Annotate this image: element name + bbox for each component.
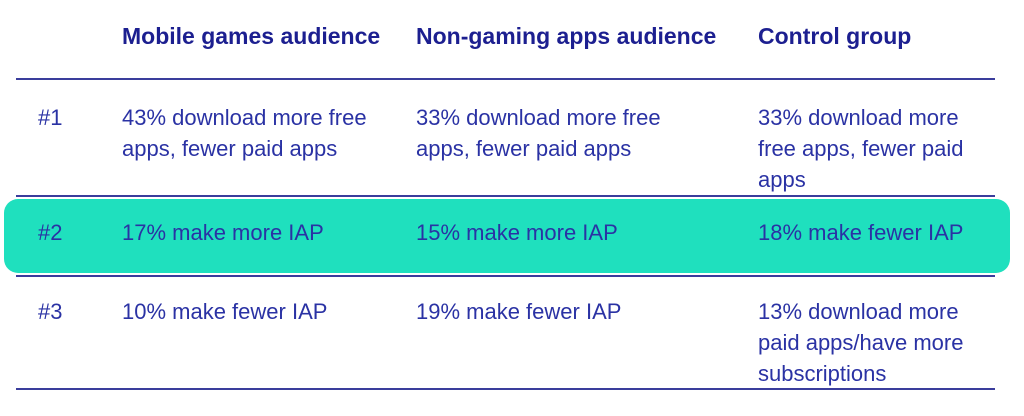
cell-text-line: free apps, fewer paid — [758, 136, 964, 161]
table-cell-r1-c3: 33% download more free apps, fewer paid ap… — [758, 102, 995, 195]
table-cell-r3-c2: 19% make fewer IAP — [416, 296, 758, 389]
cell-text-line: subscriptions — [758, 361, 887, 386]
cell-text-line: 33% download more free — [416, 105, 661, 130]
cell-text-line: apps, fewer paid apps — [122, 136, 338, 161]
table-cell-r2-c1: 17% make more IAP — [122, 217, 416, 275]
table-row-1: #1 43% download more free apps, fewer paid… — [16, 80, 995, 197]
header-rank-spacer — [16, 23, 122, 78]
cell-text-line: 10% make fewer IAP — [122, 299, 328, 324]
cell-text-line: 13% download more — [758, 299, 959, 324]
row-rank-label: #2 — [38, 220, 63, 245]
table-header-row: Mobile games audience Non-gaming apps au… — [16, 0, 995, 80]
column-header-mobile-games-audience: Mobile games audience — [122, 23, 381, 49]
cell-text-line: apps — [758, 167, 806, 192]
column-header-control-group: Control group — [758, 23, 912, 49]
table-cell-r1-c1: 43% download more free apps, fewer paid a… — [122, 102, 416, 195]
cell-text-line: 18% make fewer IAP — [758, 220, 964, 245]
column-header-non-gaming-apps-audience: Non-gaming apps audience — [416, 23, 717, 49]
cell-text-line: 43% download more free — [122, 105, 367, 130]
row-rank-label: #3 — [38, 299, 63, 324]
table-row-2: #2 17% make more IAP 15% make more IAP 18% … — [4, 197, 1010, 277]
row-highlight-pill — [4, 199, 1010, 273]
cell-text-line: 15% make more IAP — [416, 220, 618, 245]
table-row-3: #3 10% make fewer IAP 19% make fewer IAP 13… — [16, 277, 995, 390]
cell-text-line: paid apps/have more — [758, 330, 964, 355]
cell-text-line: 33% download more — [758, 105, 959, 130]
cell-text-line: 17% make more IAP — [122, 220, 324, 245]
table-cell-r3-c1: 10% make fewer IAP — [122, 296, 416, 389]
table-cell-r1-c2: 33% download more free apps, fewer paid a… — [416, 102, 758, 195]
table-body: #1 43% download more free apps, fewer paid… — [4, 80, 1010, 390]
table-cell-r3-c3: 13% download more paid apps/have more subs… — [758, 296, 995, 389]
cell-text-line: 19% make fewer IAP — [416, 299, 622, 324]
row-rank-label: #1 — [38, 105, 63, 130]
cell-text-line: apps, fewer paid apps — [416, 136, 632, 161]
table-cell-r2-c2: 15% make more IAP — [416, 217, 758, 275]
audience-comparison-table: Mobile games audience Non-gaming apps au… — [4, 0, 1010, 390]
table-cell-r2-c3: 18% make fewer IAP — [758, 217, 995, 275]
